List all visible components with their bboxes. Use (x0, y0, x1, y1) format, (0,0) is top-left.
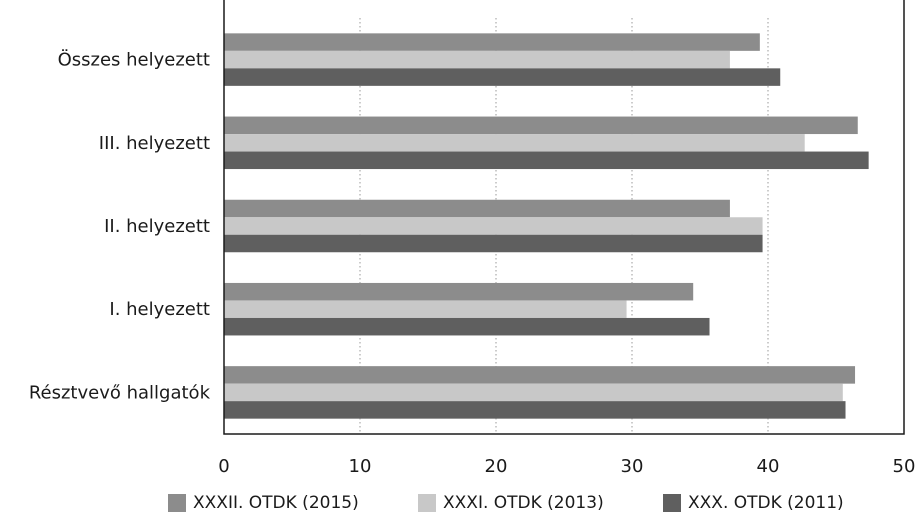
bar (224, 116, 858, 135)
legend: XXXII. OTDK (2015) XXXI. OTDK (2013) XXX… (0, 486, 917, 518)
x-tick-labels: 0 10 20 30 40 50 (218, 456, 915, 477)
bar (224, 134, 805, 152)
legend-item-2011: XXX. OTDK (2011) (663, 492, 844, 514)
bar (224, 383, 843, 402)
legend-swatch-2013 (418, 494, 436, 512)
bar (224, 234, 763, 253)
x-tick-label: 0 (218, 456, 229, 477)
legend-label-2011: XXX. OTDK (2011) (688, 493, 844, 513)
legend-item-2015: XXXII. OTDK (2015) (168, 492, 359, 514)
legend-swatch-2015 (168, 494, 186, 512)
category-labels: Összes helyezett III. helyezett II. helyez… (29, 49, 211, 404)
bar (224, 300, 627, 318)
legend-label-2015: XXXII. OTDK (2015) (193, 493, 359, 513)
bar-layer (224, 33, 869, 419)
bar (224, 199, 730, 218)
x-tick-label: 20 (485, 456, 508, 477)
x-tick-label: 30 (621, 456, 644, 477)
legend-swatch-2011 (663, 494, 681, 512)
bar (224, 366, 856, 384)
bar (224, 217, 763, 235)
category-label: I. helyezett (109, 299, 210, 320)
bar (224, 151, 869, 170)
bar (224, 68, 781, 86)
legend-item-2013: XXXI. OTDK (2013) (418, 492, 604, 514)
bar (224, 317, 710, 336)
plot-frame (223, 0, 905, 435)
legend-label-2013: XXXI. OTDK (2013) (443, 493, 604, 513)
category-label: Összes helyezett (58, 49, 210, 71)
bar (224, 50, 730, 69)
x-tick-label: 10 (349, 456, 372, 477)
x-tick-label: 50 (893, 456, 916, 477)
category-label: II. helyezett (104, 216, 210, 237)
category-label: Résztvevő hallgatók (29, 382, 211, 403)
bar (224, 401, 846, 419)
bar (224, 33, 760, 51)
category-label: III. helyezett (99, 133, 210, 154)
bar (224, 282, 694, 301)
x-tick-label: 40 (757, 456, 780, 477)
